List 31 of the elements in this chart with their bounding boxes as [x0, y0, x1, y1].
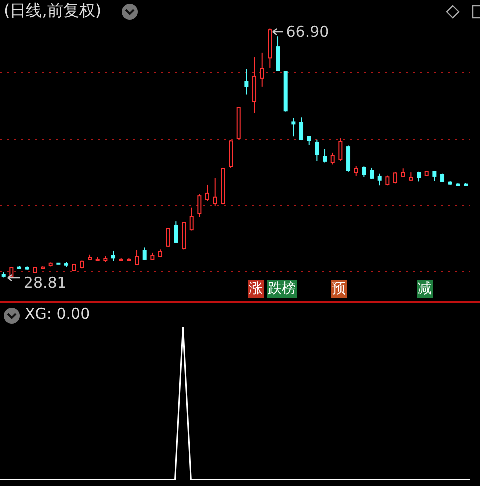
annotation: 28.81 — [24, 274, 67, 292]
candlestick — [112, 250, 116, 262]
candlestick — [190, 207, 194, 232]
candlestick — [142, 247, 147, 261]
chart-title: XG: 0.00 — [25, 305, 90, 323]
candlestick — [362, 166, 366, 178]
candlestick — [330, 152, 335, 166]
candlestick — [300, 117, 304, 142]
candlestick — [174, 221, 178, 244]
annotation: 涨 — [248, 280, 264, 298]
candlestick — [276, 36, 280, 72]
candlestick — [198, 194, 202, 218]
candlestick — [166, 228, 170, 248]
candlestick — [432, 170, 437, 182]
candlestick — [323, 148, 328, 164]
candlestick — [244, 68, 249, 96]
candlestick — [206, 184, 210, 202]
candlestick — [346, 145, 351, 172]
candlestick — [292, 118, 296, 138]
annotation: 跌榜 — [267, 280, 297, 298]
candlestick — [354, 166, 358, 177]
annotation: 减 — [417, 280, 433, 298]
candlestick — [260, 52, 264, 88]
annotation: 66.90 — [286, 22, 330, 41]
candlestick — [378, 173, 382, 186]
chart-title: (日线,前复权) — [4, 1, 102, 22]
annotation: 预 — [331, 280, 347, 298]
candlestick — [213, 178, 218, 208]
candlestick — [135, 250, 140, 266]
candlestick — [315, 139, 320, 162]
candlestick — [338, 138, 343, 162]
